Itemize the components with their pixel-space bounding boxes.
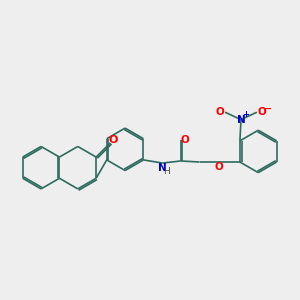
Text: O: O [108, 135, 118, 145]
Text: N: N [237, 115, 245, 124]
Text: O: O [180, 135, 189, 145]
Text: O: O [216, 106, 224, 117]
Text: +: + [242, 110, 250, 119]
Text: N: N [158, 163, 166, 173]
Text: −: − [264, 104, 272, 114]
Text: O: O [257, 106, 266, 117]
Text: H: H [163, 167, 170, 176]
Text: O: O [214, 162, 223, 172]
